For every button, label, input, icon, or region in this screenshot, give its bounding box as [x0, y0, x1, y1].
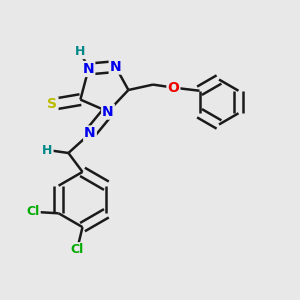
- Text: N: N: [83, 62, 94, 76]
- Text: N: N: [84, 127, 96, 140]
- Text: S: S: [47, 98, 58, 111]
- Text: H: H: [75, 45, 85, 58]
- Text: H: H: [42, 143, 52, 157]
- Text: Cl: Cl: [26, 205, 40, 218]
- Text: Cl: Cl: [70, 243, 84, 256]
- Text: O: O: [167, 81, 179, 94]
- Text: N: N: [110, 60, 121, 74]
- Text: N: N: [102, 105, 114, 118]
